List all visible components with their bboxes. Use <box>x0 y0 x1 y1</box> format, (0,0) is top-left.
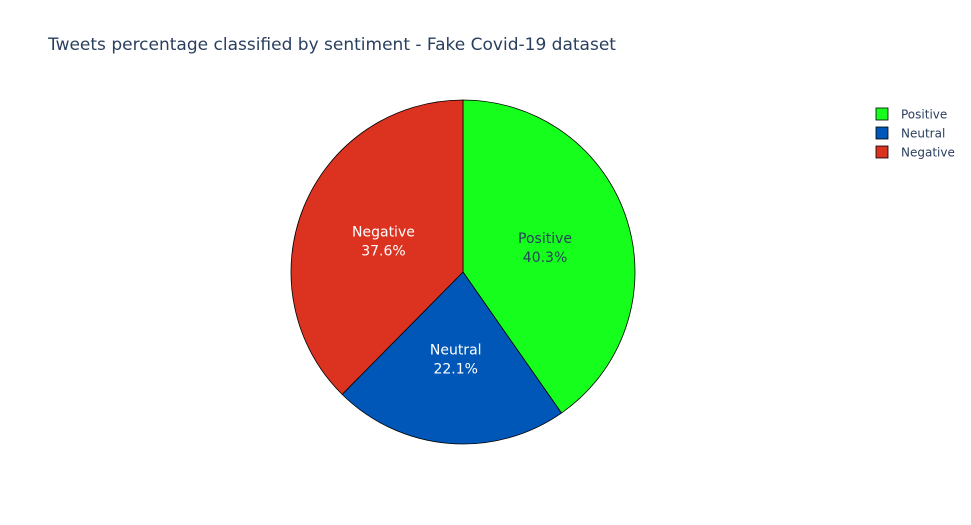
slice-label-neutral: Neutral 22.1% <box>430 343 482 378</box>
pie-slice-neutral[interactable] <box>341 271 563 445</box>
legend-swatch <box>875 126 889 140</box>
legend-item-negative[interactable]: Negative <box>875 145 955 160</box>
legend-item-positive[interactable]: Positive <box>875 107 947 122</box>
slice-label-negative: Negative 37.6% <box>352 224 415 259</box>
pie-slice-negative[interactable] <box>290 99 464 395</box>
legend-label: Positive <box>901 108 947 122</box>
slice-label-percent: 22.1% <box>433 362 477 378</box>
legend-swatch <box>875 107 889 121</box>
chart-title: Tweets percentage classified by sentimen… <box>47 35 616 55</box>
slice-label-name: Positive <box>518 231 572 247</box>
legend-label: Negative <box>901 146 955 160</box>
slice-label-percent: 37.6% <box>361 243 405 259</box>
legend: Positive Neutral Negative <box>875 107 955 160</box>
slice-label-name: Neutral <box>430 343 482 359</box>
slice-label-percent: 40.3% <box>523 250 567 266</box>
legend-swatch <box>875 145 889 159</box>
slice-labels: Positive 40.3% Neutral 22.1% Negative 37.6% <box>352 224 572 377</box>
legend-label: Neutral <box>901 127 945 141</box>
pie-slices <box>290 99 636 445</box>
slice-label-positive: Positive 40.3% <box>518 231 572 266</box>
slice-label-name: Negative <box>352 224 415 240</box>
legend-item-neutral[interactable]: Neutral <box>875 126 945 141</box>
pie-slice-positive[interactable] <box>462 99 636 414</box>
